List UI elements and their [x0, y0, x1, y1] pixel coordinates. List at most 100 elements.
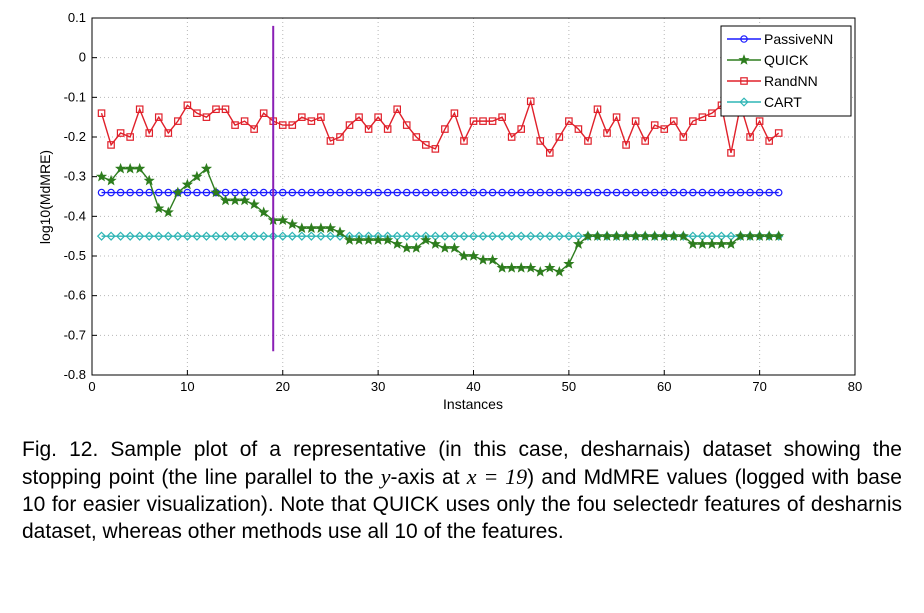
data-point-quick: [124, 162, 136, 174]
legend-marker-randnn: [740, 77, 748, 85]
legend-marker-cart: [739, 97, 749, 107]
data-point-randnn: [669, 117, 678, 125]
data-point-quick: [324, 222, 337, 233]
data-point-randnn: [689, 117, 697, 125]
data-point-quick: [343, 234, 356, 245]
data-point-cart: [535, 231, 545, 241]
data-point-randnn: [774, 129, 783, 137]
data-point-randnn: [574, 125, 583, 133]
data-point-quick: [525, 262, 537, 273]
data-point-randnn: [708, 109, 716, 118]
data-point-passivenn: [622, 188, 630, 197]
data-point-randnn: [650, 121, 659, 129]
x-tick-label: 50: [562, 379, 576, 394]
data-point-randnn: [336, 133, 344, 141]
data-point-quick: [496, 262, 508, 273]
data-point-cart: [278, 231, 288, 241]
data-point-passivenn: [374, 188, 382, 197]
data-point-quick: [677, 230, 689, 241]
data-point-cart: [239, 231, 250, 241]
data-point-passivenn: [689, 188, 697, 197]
data-point-cart: [440, 231, 450, 241]
data-point-cart: [526, 231, 536, 241]
data-point-quick: [210, 186, 222, 198]
data-point-quick: [191, 170, 203, 182]
data-point-quick: [734, 230, 747, 241]
data-point-cart: [220, 231, 231, 241]
legend-marker-quick: [738, 54, 750, 65]
data-point-cart: [316, 231, 326, 241]
data-point-randnn: [622, 141, 630, 149]
data-point-quick: [200, 162, 213, 174]
data-point-cart: [211, 231, 221, 241]
data-point-cart: [545, 231, 555, 241]
y-axis-label: log10(MdMRE): [37, 150, 53, 244]
series-randnn: [97, 97, 783, 157]
data-point-quick: [715, 238, 728, 249]
data-point-quick: [763, 230, 775, 241]
data-point-randnn: [469, 117, 478, 125]
data-point-passivenn: [593, 188, 602, 197]
data-point-passivenn: [717, 188, 726, 197]
data-point-randnn: [355, 113, 363, 121]
data-point-randnn: [565, 117, 573, 125]
data-point-passivenn: [631, 188, 640, 197]
data-point-quick: [486, 254, 499, 265]
x-tick-label: 30: [371, 379, 385, 394]
data-point-quick: [448, 242, 461, 253]
data-point-quick: [134, 162, 146, 174]
data-point-passivenn: [612, 188, 621, 197]
data-point-randnn: [345, 121, 354, 129]
y-tick-label: -0.2: [64, 129, 86, 144]
data-point-quick: [706, 238, 718, 249]
data-point-cart: [449, 231, 460, 241]
data-point-quick: [658, 230, 670, 241]
data-point-cart: [135, 231, 145, 241]
data-point-quick: [687, 238, 699, 249]
chart: 0 10 20 30 40 50 60 70 80 0.1 0 -0.1 -0.2 -0.3 -0.4 -0.…: [37, 10, 862, 412]
data-point-randnn: [116, 129, 125, 137]
data-point-passivenn: [584, 188, 592, 197]
data-point-passivenn: [422, 188, 430, 197]
data-point-passivenn: [183, 188, 192, 197]
data-point-passivenn: [107, 188, 115, 197]
legend-marker-passivenn: [740, 35, 748, 43]
data-point-quick: [725, 238, 737, 249]
data-point-passivenn: [708, 188, 716, 197]
legend-label-randnn: RandNN: [764, 73, 818, 89]
data-point-cart: [125, 231, 135, 241]
legend-label-cart: CART: [764, 94, 802, 110]
data-point-cart: [507, 231, 517, 241]
x-tick-label: 0: [88, 379, 95, 394]
legend: PassiveNN QUICK RandNN CART: [720, 25, 852, 117]
data-point-quick: [744, 230, 756, 241]
data-point-randnn: [641, 137, 649, 145]
data-point-cart: [564, 231, 574, 241]
y-tick-label: -0.5: [64, 248, 86, 263]
data-point-quick: [162, 206, 174, 218]
y-tick-label: -0.3: [64, 169, 86, 184]
data-point-quick: [610, 230, 623, 241]
data-point-randnn: [612, 113, 621, 121]
data-point-passivenn: [774, 188, 783, 197]
x-tick-label: 10: [180, 379, 194, 394]
data-point-passivenn: [736, 188, 745, 197]
data-point-cart: [297, 231, 307, 241]
data-point-passivenn: [336, 188, 344, 197]
data-point-quick: [315, 222, 327, 233]
data-point-cart: [201, 231, 212, 241]
data-point-cart: [106, 231, 116, 241]
data-point-quick: [296, 222, 308, 233]
data-point-passivenn: [727, 188, 735, 197]
data-point-quick: [506, 262, 518, 273]
x-tick-label: 20: [276, 379, 290, 394]
data-point-randnn: [364, 125, 373, 133]
data-point-randnn: [603, 129, 611, 137]
caption-text-1: Fig. 12. Sample plot of a representative…: [22, 438, 902, 489]
data-point-passivenn: [746, 188, 754, 197]
data-point-passivenn: [193, 188, 201, 197]
legend-box: [720, 25, 852, 117]
data-point-randnn: [402, 121, 411, 129]
caption-var-y: y: [380, 464, 391, 489]
data-point-passivenn: [469, 188, 478, 197]
